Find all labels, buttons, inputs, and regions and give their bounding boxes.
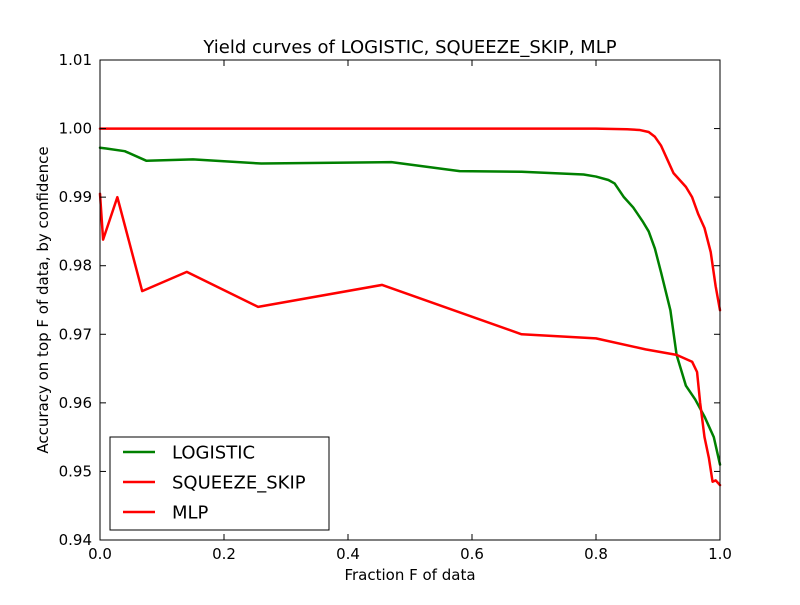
x-tick-label: 0.6: [460, 545, 484, 563]
y-tick-label: 0.98: [59, 257, 92, 275]
series-line-logistic: [98, 146, 722, 466]
x-tick-label: 0.8: [584, 545, 608, 563]
ticks-layer: 0.0 0.2 0.4 0.6 0.8 1.0 0.94 0.95 0.96 0.97 0.98 0.…: [59, 51, 732, 563]
x-tick-label: 0.4: [336, 545, 360, 563]
chart-title: Yield curves of LOGISTIC, SQUEEZE_SKIP, …: [202, 37, 616, 58]
legend-label-mlp: MLP: [172, 503, 209, 524]
y-tick-label: 0.97: [59, 325, 92, 343]
y-tick-label: 0.94: [59, 531, 92, 549]
y-tick-label: 1.00: [59, 120, 92, 138]
x-tick-label: 0.0: [88, 545, 112, 563]
legend-label-logistic: LOGISTIC: [172, 443, 255, 464]
x-axis-label: Fraction F of data: [344, 566, 475, 584]
x-tick-label: 1.0: [708, 545, 732, 563]
y-tick-label: 1.01: [59, 51, 92, 69]
y-tick-label: 0.96: [59, 394, 92, 412]
plot-frame: [99, 59, 721, 541]
x-tick-label: 0.2: [212, 545, 236, 563]
legend: LOGISTIC SQUEEZE_SKIP MLP: [109, 436, 330, 531]
legend-label-squeeze_skip: SQUEEZE_SKIP: [172, 473, 306, 494]
series-line-squeeze_skip: [98, 127, 722, 312]
y-tick-label: 0.99: [59, 188, 92, 206]
series-line-mlp: [98, 192, 722, 487]
y-axis-label: Accuracy on top F of data, by confidence: [34, 146, 52, 453]
series-layer: [98, 127, 722, 487]
y-tick-label: 0.95: [59, 462, 92, 480]
